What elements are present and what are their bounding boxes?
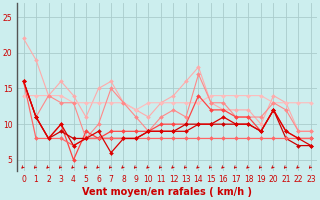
X-axis label: Vent moyen/en rafales ( km/h ): Vent moyen/en rafales ( km/h ) — [82, 187, 252, 197]
